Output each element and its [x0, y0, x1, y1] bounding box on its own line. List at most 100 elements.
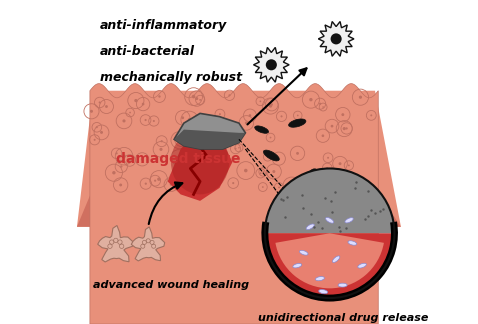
- Wedge shape: [265, 233, 394, 298]
- Circle shape: [154, 179, 156, 182]
- Circle shape: [195, 97, 198, 100]
- Circle shape: [281, 115, 282, 117]
- Circle shape: [122, 155, 126, 158]
- Circle shape: [326, 167, 328, 169]
- Ellipse shape: [358, 263, 366, 268]
- Polygon shape: [77, 188, 401, 227]
- Circle shape: [129, 112, 131, 113]
- Circle shape: [245, 122, 248, 124]
- Circle shape: [322, 134, 324, 137]
- Circle shape: [278, 157, 280, 160]
- Circle shape: [175, 177, 178, 180]
- Circle shape: [272, 170, 275, 173]
- Circle shape: [343, 127, 346, 130]
- Circle shape: [278, 187, 280, 188]
- Wedge shape: [275, 233, 384, 288]
- Ellipse shape: [319, 290, 327, 294]
- Circle shape: [112, 171, 116, 174]
- Ellipse shape: [338, 283, 347, 287]
- Circle shape: [232, 133, 235, 135]
- Ellipse shape: [326, 217, 334, 223]
- Circle shape: [161, 140, 163, 142]
- Circle shape: [338, 162, 341, 165]
- Circle shape: [160, 148, 163, 151]
- Text: unidirectional drug release: unidirectional drug release: [259, 313, 429, 322]
- Polygon shape: [174, 113, 245, 149]
- Circle shape: [134, 99, 138, 102]
- Polygon shape: [174, 130, 245, 149]
- Ellipse shape: [255, 126, 269, 133]
- Circle shape: [170, 183, 173, 186]
- Circle shape: [98, 101, 101, 104]
- Circle shape: [238, 147, 240, 148]
- Circle shape: [120, 165, 122, 168]
- Circle shape: [249, 114, 251, 117]
- Polygon shape: [131, 227, 165, 261]
- Circle shape: [96, 126, 98, 128]
- Circle shape: [331, 125, 333, 127]
- Ellipse shape: [315, 277, 325, 281]
- Text: damaged tissue: damaged tissue: [116, 152, 240, 166]
- Circle shape: [228, 94, 230, 96]
- Circle shape: [271, 103, 273, 106]
- Circle shape: [90, 110, 93, 113]
- Ellipse shape: [345, 218, 353, 223]
- Circle shape: [122, 119, 126, 122]
- Polygon shape: [168, 130, 232, 201]
- Circle shape: [142, 103, 144, 105]
- Polygon shape: [77, 91, 401, 227]
- Ellipse shape: [289, 119, 306, 127]
- Circle shape: [346, 127, 348, 130]
- Ellipse shape: [304, 169, 316, 181]
- Circle shape: [262, 171, 264, 173]
- Circle shape: [244, 169, 248, 172]
- Circle shape: [236, 132, 238, 133]
- Circle shape: [341, 113, 344, 116]
- Circle shape: [290, 184, 293, 188]
- Text: anti-bacterial: anti-bacterial: [99, 45, 195, 58]
- Circle shape: [178, 138, 181, 142]
- Circle shape: [235, 148, 237, 150]
- Circle shape: [181, 138, 184, 141]
- Circle shape: [192, 95, 196, 98]
- Polygon shape: [318, 21, 354, 56]
- Circle shape: [270, 137, 272, 138]
- Circle shape: [296, 152, 299, 155]
- Circle shape: [199, 99, 201, 101]
- Circle shape: [144, 119, 147, 121]
- Circle shape: [266, 59, 277, 70]
- Circle shape: [157, 178, 161, 181]
- Circle shape: [129, 159, 131, 162]
- Circle shape: [359, 96, 362, 99]
- Circle shape: [262, 186, 264, 188]
- Circle shape: [105, 105, 108, 108]
- Circle shape: [232, 182, 234, 184]
- Wedge shape: [265, 168, 394, 233]
- Polygon shape: [253, 47, 289, 82]
- Circle shape: [119, 183, 122, 186]
- Circle shape: [94, 139, 96, 141]
- Polygon shape: [90, 84, 378, 324]
- Ellipse shape: [348, 241, 357, 245]
- Ellipse shape: [171, 130, 229, 194]
- Circle shape: [141, 158, 143, 161]
- Ellipse shape: [263, 150, 279, 161]
- Circle shape: [153, 120, 155, 122]
- Circle shape: [188, 118, 191, 122]
- Circle shape: [177, 156, 180, 159]
- Polygon shape: [98, 226, 133, 262]
- Circle shape: [185, 176, 189, 179]
- Circle shape: [190, 175, 194, 179]
- Circle shape: [116, 152, 118, 155]
- Circle shape: [260, 100, 261, 102]
- Ellipse shape: [299, 250, 308, 255]
- Circle shape: [260, 172, 261, 174]
- Circle shape: [158, 95, 161, 98]
- Circle shape: [181, 116, 184, 119]
- Circle shape: [348, 165, 350, 166]
- Circle shape: [214, 175, 217, 178]
- Circle shape: [309, 98, 313, 101]
- Ellipse shape: [332, 256, 340, 262]
- Circle shape: [319, 103, 321, 105]
- Text: anti-inflammatory: anti-inflammatory: [99, 19, 227, 32]
